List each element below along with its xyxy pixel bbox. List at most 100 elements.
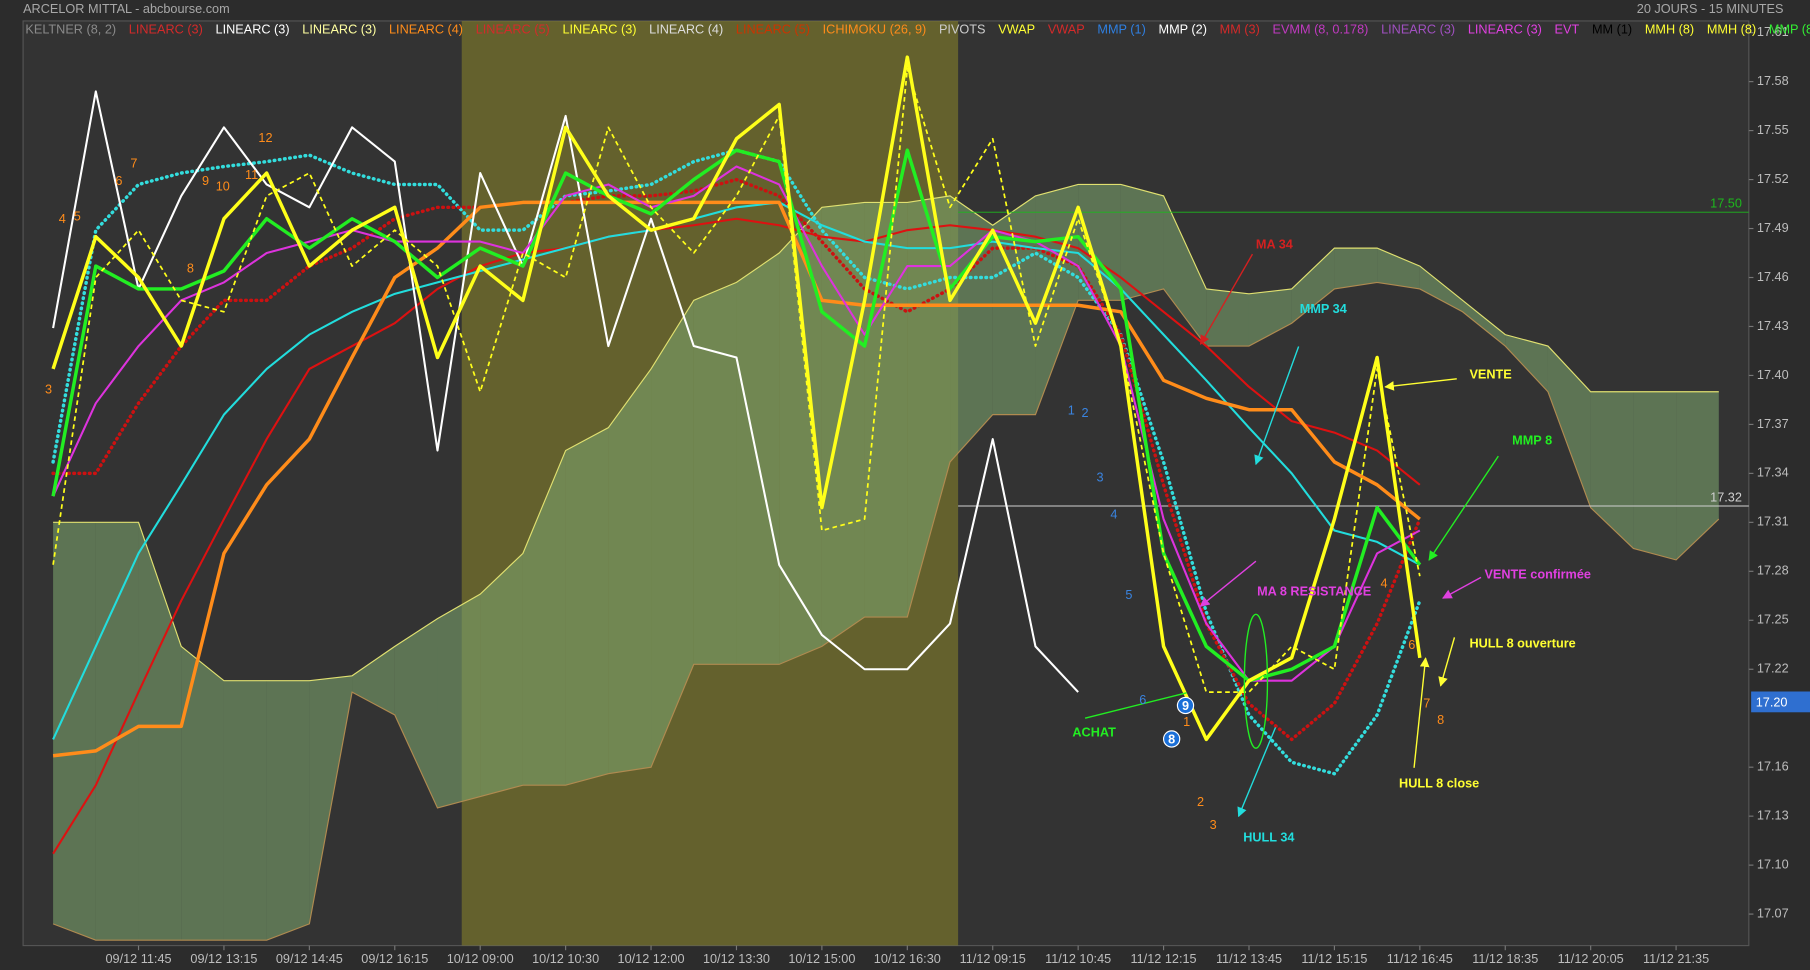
legend-entry: LINEARC (3) xyxy=(129,23,203,37)
x-tick-label: 11/12 21:35 xyxy=(1643,952,1709,966)
x-tick-label: 11/12 10:45 xyxy=(1045,952,1111,966)
x-tick-label: 10/12 10:30 xyxy=(532,952,599,966)
legend-entry: LINEARC (4) xyxy=(649,23,723,37)
count-label: 8 xyxy=(187,261,194,275)
count-label: 2 xyxy=(1197,795,1204,809)
series-line xyxy=(52,217,1421,855)
y-tick-label: 17.55 xyxy=(1757,123,1789,137)
cloud-fill xyxy=(138,522,182,941)
count-label: 4 xyxy=(59,212,66,226)
count-label: 1 xyxy=(1183,715,1190,729)
x-tick-label: 10/12 12:00 xyxy=(618,952,685,966)
y-tick-label: 17.16 xyxy=(1757,760,1789,774)
annotation: MA 34 xyxy=(1256,237,1293,251)
series-line xyxy=(51,177,1422,742)
y-tick-label: 17.34 xyxy=(1757,466,1789,480)
cloud-fill xyxy=(1206,288,1249,347)
legend-entry: ICHIMOKU (26, 9) xyxy=(823,23,927,37)
cloud-fill xyxy=(394,618,438,808)
count-label: 5 xyxy=(74,210,81,224)
legend-entry: LINEARC (5) xyxy=(736,23,810,37)
x-tick-label: 09/12 16:15 xyxy=(361,952,428,966)
cloud-fill xyxy=(95,522,139,941)
legend-entry: LINEARC (3) xyxy=(562,23,636,37)
legend-entry: PIVOTS xyxy=(939,23,986,37)
legend-entry: EVT xyxy=(1555,23,1580,37)
y-tick-label: 17.13 xyxy=(1757,809,1789,823)
cloud-fill xyxy=(821,202,865,647)
annotation: MA 8 RESISTANCE xyxy=(1257,585,1371,599)
arrow xyxy=(1237,727,1277,818)
annotation: VENTE xyxy=(1469,368,1511,382)
count-label: 3 xyxy=(45,383,52,397)
series-line xyxy=(52,200,1421,758)
annotations: MA 34 MMP 34 VENTE MMP 8 VENTE confirmée MA 8… xyxy=(45,131,1591,845)
y-tick-label: 17.61 xyxy=(1757,25,1789,39)
cloud-fill xyxy=(1590,391,1634,549)
cloud-fill xyxy=(1633,391,1677,560)
axes: 17.07 17.10 17.13 17.16 17.22 17.25 17.28 17.31… xyxy=(105,25,1810,966)
cloud-fill xyxy=(693,282,737,665)
cloud-fill xyxy=(522,450,566,786)
cloud-fill xyxy=(950,195,993,462)
y-tick-label: 17.31 xyxy=(1757,515,1789,529)
legend-entry: MMH (8) xyxy=(1645,23,1694,37)
count-label: 5 xyxy=(1125,588,1132,602)
legend-entry: MMH (8) xyxy=(1707,23,1756,37)
count-marker-label: 8 xyxy=(1168,732,1175,746)
count-label: 2 xyxy=(1082,406,1089,420)
annotation: MMP 34 xyxy=(1300,302,1347,316)
cloud-fill xyxy=(907,195,951,618)
x-tick-label: 11/12 13:45 xyxy=(1216,952,1282,966)
cloud-fill xyxy=(437,594,481,808)
legend-entry: LINEARC (3) xyxy=(1468,23,1542,37)
count-label: 3 xyxy=(1097,470,1104,484)
legend-entry: MMP (2) xyxy=(1159,23,1207,37)
y-tick-label: 17.46 xyxy=(1757,270,1789,284)
x-tick-label: 11/12 18:35 xyxy=(1472,952,1538,966)
x-tick-label: 11/12 15:15 xyxy=(1301,952,1367,966)
count-label: 8 xyxy=(1437,713,1444,727)
x-tick-label: 11/12 12:15 xyxy=(1131,952,1197,966)
cloud-fill xyxy=(779,207,822,665)
chart-title: ARCELOR MITTAL - abcbourse.com xyxy=(23,2,230,16)
arrow xyxy=(1199,560,1257,607)
cloud-fill xyxy=(1419,266,1463,312)
count-label: 9 xyxy=(202,174,209,188)
count-label: 12 xyxy=(258,131,272,145)
cloud-fill xyxy=(1248,288,1292,347)
count-label: 10 xyxy=(216,180,230,194)
x-tick-label: 10/12 16:30 xyxy=(874,952,941,966)
cloud-fill xyxy=(266,680,310,941)
arrows xyxy=(1084,253,1499,818)
arrow xyxy=(1438,637,1456,687)
legend-entry: MM (3) xyxy=(1220,23,1260,37)
cloud-fill xyxy=(1676,391,1719,560)
levels: 17.50 17.32 xyxy=(958,196,1749,507)
cloud-fill xyxy=(565,427,609,786)
cloud-fill xyxy=(651,300,694,768)
count-label: 6 xyxy=(1408,638,1415,652)
cloud-span-a xyxy=(53,183,1719,682)
legend-entry: EVMM (8, 0.178) xyxy=(1272,23,1368,37)
last-price-box xyxy=(1751,691,1810,713)
cloud-fill xyxy=(480,553,523,797)
legend-entry: VWAP xyxy=(1048,23,1085,37)
arrow xyxy=(1384,378,1457,391)
cloud-fill xyxy=(1334,248,1378,289)
y-tick-label: 17.37 xyxy=(1757,417,1789,431)
count-marker xyxy=(1162,730,1181,748)
y-tick-label: 17.10 xyxy=(1757,857,1789,871)
annotation: VENTE confirmée xyxy=(1484,567,1590,581)
x-tick-label: 09/12 11:45 xyxy=(105,952,171,966)
count-label: 7 xyxy=(1423,697,1430,711)
cloud-fill xyxy=(1377,248,1420,289)
level-label: 17.32 xyxy=(1710,490,1742,504)
arrow xyxy=(1199,253,1254,346)
y-tick-label: 17.43 xyxy=(1757,319,1789,333)
lines xyxy=(51,55,1422,855)
cloud-fill xyxy=(1462,300,1506,347)
x-tick-label: 10/12 15:00 xyxy=(788,952,855,966)
count-label: 1 xyxy=(1068,403,1075,417)
